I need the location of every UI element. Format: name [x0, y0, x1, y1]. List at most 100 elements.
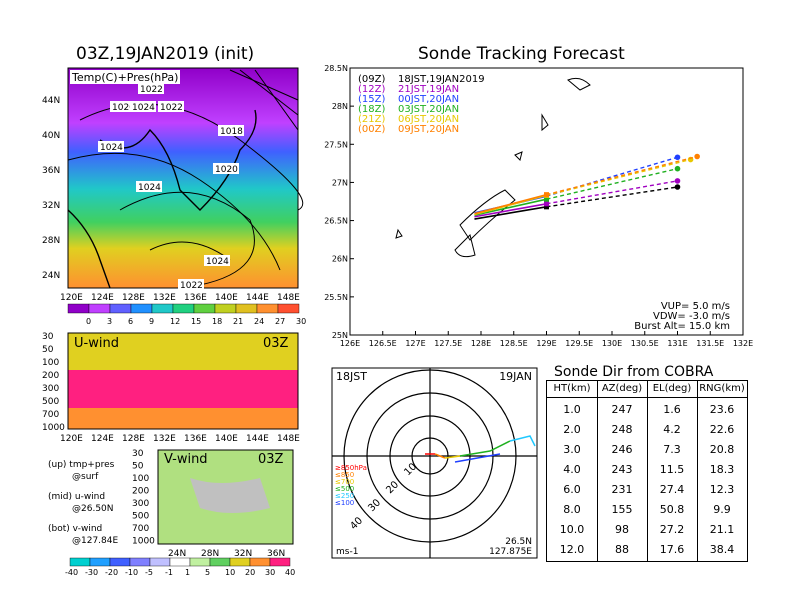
table-cell: 17.6 [659, 543, 685, 556]
legend-time: 03JST,20JAN [398, 104, 459, 115]
u-lon-tick: 124E [91, 434, 114, 444]
wind-colorbar-swatch [169, 557, 191, 567]
wind-colorbar-label: 40 [285, 568, 295, 577]
wind-colorbar-label: -20 [105, 568, 118, 577]
map-lat-tick: 28N [42, 236, 60, 246]
v-lat-tick: 36N [267, 549, 285, 559]
pressure-label-bg [178, 279, 204, 290]
vdw-text: VDW= -3.0 m/s [653, 311, 730, 322]
legend-mid: (mid) u-wind [48, 492, 106, 502]
polar-legend-item: ≤700 [335, 478, 354, 486]
wind-colorbar-label: 20 [245, 568, 255, 577]
polar-legend-item: ≤850 [335, 471, 354, 479]
map-lon-tick: 132E [153, 293, 176, 303]
legend-mid-sub: @26.50N [72, 504, 114, 514]
legend-code: (09Z) [358, 74, 385, 85]
table-cell: 12.3 [709, 483, 735, 496]
map-lat-tick: 32N [42, 201, 60, 211]
temp-colorbar-label: 6 [128, 317, 133, 326]
track-line-solid [474, 198, 547, 217]
pressure-label: 1022 [180, 281, 203, 291]
y-tick-label: 26N [332, 255, 348, 264]
wind-colorbar-label: -1 [165, 568, 173, 577]
polar-lon: 127.875E [489, 547, 532, 557]
temp-colorbar-label: 27 [275, 317, 285, 326]
temp-colorbar-swatch [151, 303, 174, 314]
wind-colorbar-label: 10 [225, 568, 235, 577]
legend-time: 21JST,19JAN [398, 84, 459, 95]
pressure-label-bg [204, 255, 230, 266]
table-cell: 27.4 [659, 483, 685, 496]
pressure-label: 1022 [140, 85, 163, 95]
u-lon-tick: 148E [277, 434, 300, 444]
x-tick-label: 130E [602, 339, 622, 348]
x-tick-label: 129.5E [565, 339, 593, 348]
map-lon-tick: 144E [246, 293, 269, 303]
u-wind-jet [68, 370, 298, 408]
legend-code: (00Z) [358, 124, 385, 135]
table-cell: 20.8 [709, 443, 735, 456]
hodograph [425, 435, 536, 463]
map-lon-tick: 136E [184, 293, 207, 303]
legend-code: (18Z) [358, 104, 385, 115]
pressure-label: 1026 [112, 103, 135, 113]
v-wind-time: 03Z [258, 452, 284, 467]
wind-colorbar-label: 30 [265, 568, 275, 577]
table-header: HT(km) [553, 383, 591, 394]
v-pressure-tick: 1000 [132, 537, 155, 547]
track-endpoint [694, 153, 700, 160]
table-header: RNG(km) [699, 383, 745, 394]
table-cell: 18.3 [709, 463, 735, 476]
temp-colorbar-swatch [88, 303, 111, 314]
track-line-solid [474, 193, 547, 215]
polar-lat: 26.5N [505, 537, 532, 547]
wind-colorbar-swatch [129, 557, 151, 567]
x-tick-label: 132E [733, 339, 753, 348]
table-cell: 11.5 [659, 463, 685, 476]
map-lat-ticks: 44N 40N 36N 32N 28N 24N [42, 96, 60, 281]
track-line-dashed [546, 180, 678, 205]
pressure-label: 1024 [100, 143, 123, 153]
v-wind-label: V-wind [164, 452, 208, 467]
map-lon-tick: 128E [122, 293, 145, 303]
wind-colorbar-swatch [229, 557, 251, 567]
y-tick-label: 27N [332, 178, 348, 187]
table-cell: 22.6 [709, 423, 735, 436]
table-cell: 1.6 [663, 403, 681, 416]
chart-title: Sonde Tracking Forecast [418, 44, 625, 64]
u-lon-tick: 136E [184, 434, 207, 444]
polar-legend: ≥850hPa≤850≤700≤500≤250≤100 [335, 464, 367, 507]
v-wind-weak-area [190, 478, 270, 513]
v-lat-tick: 28N [201, 549, 219, 559]
ryukyu-coastline [395, 77, 591, 258]
wind-colorbar-swatch [209, 557, 231, 567]
wind-colorbar-swatch [69, 557, 91, 567]
sonde-table-title: Sonde Dir from COBRA [554, 364, 714, 380]
polar-right-label: 19JAN [499, 370, 532, 383]
wind-colorbar-label: -30 [85, 568, 98, 577]
x-tick-label: 131.5E [696, 339, 724, 348]
temp-colorbar-swatch [214, 303, 237, 314]
legend-code: (12Z) [358, 84, 385, 95]
map-lat-tick: 36N [42, 166, 60, 176]
v-lat-tick: 24N [168, 549, 186, 559]
table-cell: 27.2 [659, 523, 685, 536]
temp-colorbar-swatch [67, 303, 90, 314]
x-tick-label: 126E [340, 339, 360, 348]
y-tick-label: 26.5N [324, 217, 348, 226]
u-wind-low [68, 408, 298, 429]
u-pressure-tick: 700 [42, 410, 59, 420]
field-label: Temp(C)+Pres(hPa) [71, 71, 178, 84]
pressure-label: 1024 [138, 183, 161, 193]
u-pressure-tick: 30 [42, 332, 54, 342]
table-cell: 12.0 [559, 543, 585, 556]
temp-colorbar-swatch [109, 303, 132, 314]
sonde-table: HT(km) AZ(deg) EL(deg) RNG(km) 1.0 247 1.6 23.6… [546, 380, 748, 562]
pressure-label: 1018 [220, 127, 243, 137]
track-midpoint [544, 201, 549, 207]
legend-bot: (bot) v-wind [48, 524, 103, 534]
pressure-label: 1020 [215, 165, 238, 175]
